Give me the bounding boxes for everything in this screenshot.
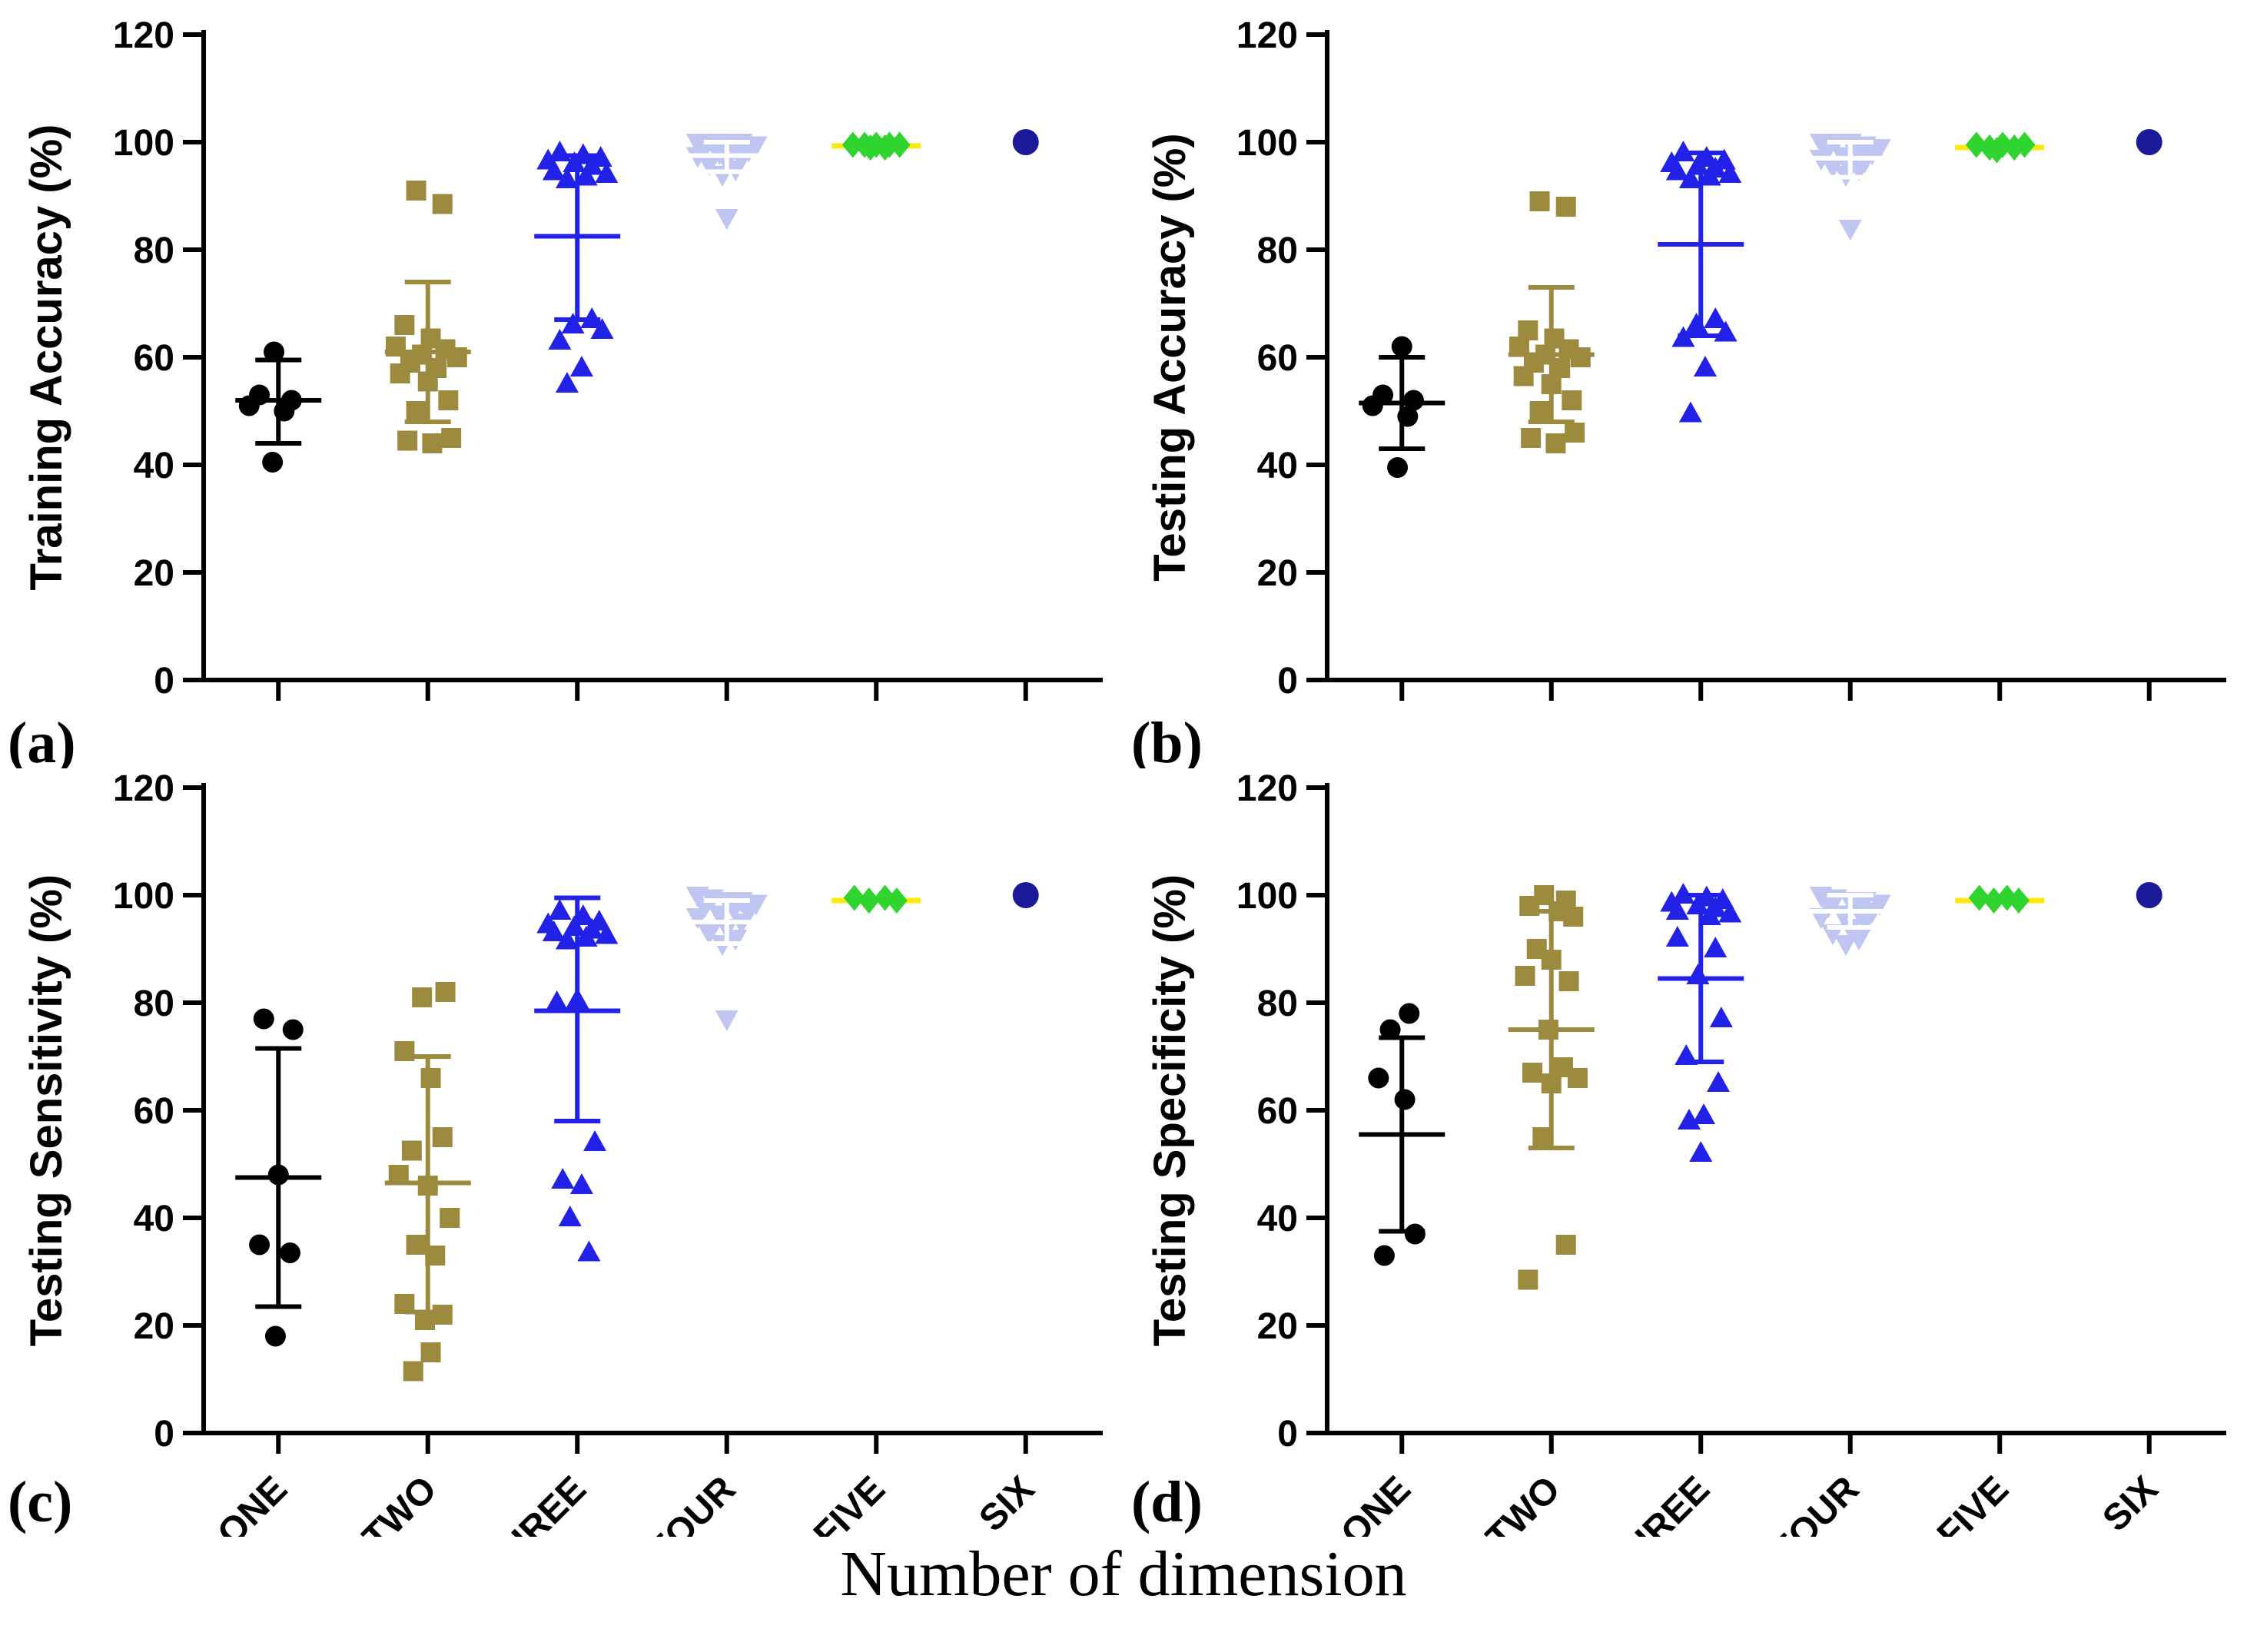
svg-text:0: 0 xyxy=(1277,661,1298,702)
svg-text:0: 0 xyxy=(1277,1414,1298,1455)
svg-text:(d): (d) xyxy=(1131,1470,1203,1534)
svg-text:20: 20 xyxy=(1257,553,1298,594)
svg-text:TWO: TWO xyxy=(1479,1468,1568,1537)
svg-text:(a): (a) xyxy=(8,711,76,768)
svg-text:80: 80 xyxy=(1257,231,1298,271)
panel-c-testing-sensitivity-chart: 0 20 40 60 80 100 120 ONE TWO THREE FOUR FIVE SIX Tes… xyxy=(0,768,1124,1537)
panel-d-testing-specificity-chart: 0 20 40 60 80 100 120 ONE TWO THREE FOUR FIVE SIX Tes… xyxy=(1124,768,2247,1537)
svg-text:80: 80 xyxy=(134,231,174,271)
svg-text:(c): (c) xyxy=(8,1470,72,1534)
svg-text:SIX: SIX xyxy=(971,1468,1042,1537)
svg-text:ONE: ONE xyxy=(210,1468,295,1537)
svg-text:120: 120 xyxy=(1236,15,1298,56)
svg-text:(b): (b) xyxy=(1131,711,1203,768)
svg-text:80: 80 xyxy=(1257,984,1298,1024)
svg-text:TWO: TWO xyxy=(355,1468,445,1537)
svg-text:120: 120 xyxy=(113,15,174,56)
panel-b-testing-accuracy-chart: 0 20 40 60 80 100 120 Testing Accuracy (%) (b) xyxy=(1124,0,2247,768)
svg-text:20: 20 xyxy=(1257,1306,1298,1347)
svg-text:40: 40 xyxy=(1257,1199,1298,1239)
svg-text:THREE: THREE xyxy=(1601,1468,1718,1537)
svg-text:0: 0 xyxy=(154,661,174,702)
svg-text:FIVE: FIVE xyxy=(806,1468,893,1537)
svg-text:Training Accuracy (%): Training Accuracy (%) xyxy=(22,124,71,590)
svg-text:60: 60 xyxy=(1257,338,1298,379)
svg-text:40: 40 xyxy=(1257,446,1298,486)
svg-text:FIVE: FIVE xyxy=(1930,1468,2016,1537)
svg-text:Testing Accuracy (%): Testing Accuracy (%) xyxy=(1145,133,1195,581)
svg-text:60: 60 xyxy=(134,338,174,379)
svg-text:FOUR: FOUR xyxy=(641,1468,744,1537)
svg-text:60: 60 xyxy=(1257,1091,1298,1132)
x-axis-shared-label-container: Number of dimension xyxy=(0,1537,2247,1652)
svg-text:60: 60 xyxy=(134,1091,174,1132)
svg-text:THREE: THREE xyxy=(477,1468,595,1537)
svg-text:40: 40 xyxy=(134,1199,174,1239)
svg-text:100: 100 xyxy=(1236,876,1298,917)
x-axis-title: Number of dimension xyxy=(840,1538,1407,1610)
svg-text:100: 100 xyxy=(1236,123,1298,164)
svg-text:120: 120 xyxy=(113,768,174,809)
svg-text:20: 20 xyxy=(134,553,174,594)
svg-text:100: 100 xyxy=(113,123,174,164)
svg-text:120: 120 xyxy=(1236,768,1298,809)
svg-text:20: 20 xyxy=(134,1306,174,1347)
svg-text:FOUR: FOUR xyxy=(1764,1468,1867,1537)
svg-text:Testing Sensitivity (%): Testing Sensitivity (%) xyxy=(22,874,71,1346)
svg-text:Testing Specificity (%): Testing Specificity (%) xyxy=(1145,874,1195,1346)
svg-text:40: 40 xyxy=(134,446,174,486)
svg-text:ONE: ONE xyxy=(1333,1468,1419,1537)
svg-text:0: 0 xyxy=(154,1414,174,1455)
svg-text:100: 100 xyxy=(113,876,174,917)
svg-text:SIX: SIX xyxy=(2095,1468,2166,1537)
svg-text:80: 80 xyxy=(134,984,174,1024)
panel-a-training-accuracy-chart: 0 20 40 60 80 100 120 Training Accuracy (%) (a) xyxy=(0,0,1124,768)
